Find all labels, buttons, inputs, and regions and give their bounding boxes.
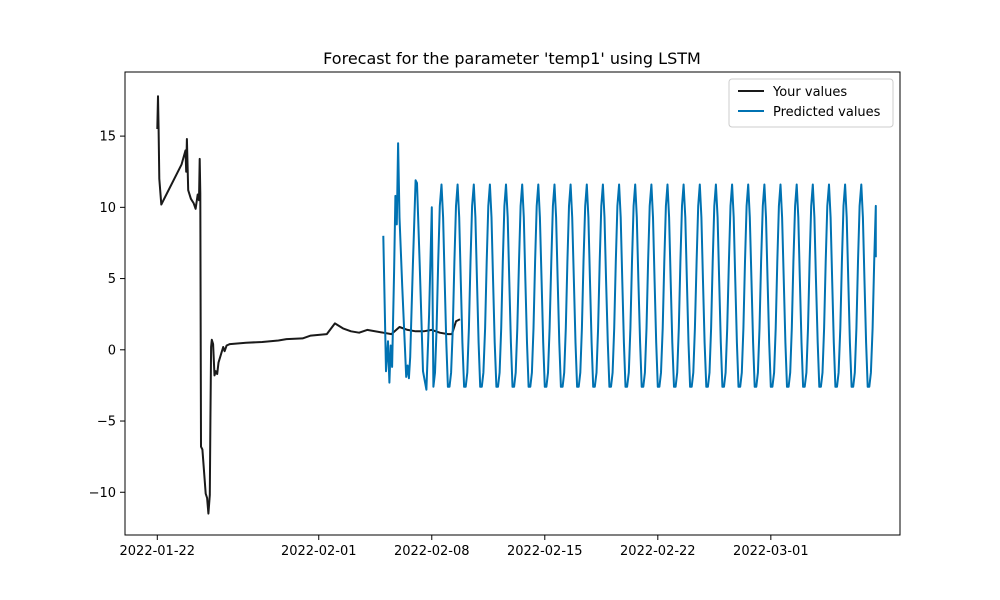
legend-box xyxy=(728,78,894,128)
x-tick-label: 2022-02-22 xyxy=(620,544,696,559)
x-tick-label: 2022-02-15 xyxy=(507,544,583,559)
plot-frame xyxy=(124,71,901,536)
series-line-your-values xyxy=(156,95,461,515)
y-tick-label: −5 xyxy=(97,415,116,430)
y-tick-label: 5 xyxy=(108,272,116,287)
legend: Your values Predicted values xyxy=(728,78,894,128)
x-tick-label: 2022-01-22 xyxy=(120,544,196,559)
series-layer xyxy=(156,95,877,515)
x-tick-label: 2022-02-08 xyxy=(394,544,470,559)
x-axis: 2022-01-22 2022-02-01 2022-02-08 2022-02-15… xyxy=(120,535,809,559)
y-tick-label: 0 xyxy=(108,343,116,358)
series-line-predicted-values xyxy=(382,142,877,391)
x-tick-label: 2022-03-01 xyxy=(733,544,809,559)
y-tick-label: 10 xyxy=(99,201,116,216)
x-tick-label: 2022-02-01 xyxy=(281,544,357,559)
y-axis: 15 10 5 0 −5 −10 xyxy=(89,130,125,501)
y-tick-label: −10 xyxy=(89,486,116,501)
legend-label-your-values: Your values xyxy=(772,85,847,100)
legend-label-predicted-values: Predicted values xyxy=(773,105,881,120)
chart-title: Forecast for the parameter 'temp1' using… xyxy=(323,49,701,68)
y-tick-label: 15 xyxy=(99,130,116,145)
